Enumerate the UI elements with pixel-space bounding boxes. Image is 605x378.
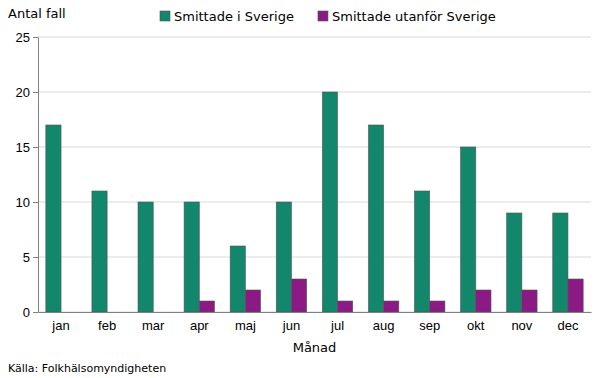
tick: 0 — [23, 305, 38, 320]
y-axis: 0 5 10 15 20 25 — [16, 30, 39, 320]
legend-swatch — [318, 11, 328, 21]
series — [199, 279, 583, 312]
tick: feb — [98, 318, 116, 333]
tick: nov — [511, 318, 532, 333]
legend-item: Smittade i Sverige — [160, 9, 294, 24]
tick-label: nov — [511, 318, 532, 333]
tick: aug — [373, 318, 395, 333]
tick-label: jul — [330, 318, 344, 333]
bar — [291, 279, 306, 312]
tick-label: apr — [190, 318, 209, 333]
source: Källa: Folkhälsomyndigheten — [8, 362, 166, 375]
tick: maj — [235, 318, 256, 333]
tick: jan — [51, 318, 69, 333]
tick-label: sep — [419, 318, 440, 333]
tick-mark — [33, 202, 38, 203]
grid-line — [38, 37, 591, 38]
plot: 0 5 10 15 20 25 jan feb mar apr maj jun jul aug sep okt… — [16, 30, 592, 334]
tick: jul — [330, 318, 344, 333]
bar — [322, 92, 337, 312]
bar — [384, 301, 399, 312]
grid-line — [38, 147, 591, 148]
tick-label: jan — [51, 318, 69, 333]
tick-mark — [33, 37, 38, 38]
bar — [276, 202, 291, 312]
bar — [338, 301, 353, 312]
bar — [461, 147, 476, 312]
bar — [415, 191, 430, 312]
tick: mar — [142, 318, 165, 333]
bar — [61, 312, 76, 313]
y-axis-title: Antal fall — [8, 6, 66, 21]
tick-label: 15 — [16, 140, 30, 155]
axis-line — [39, 312, 592, 313]
tick-label: 5 — [23, 250, 30, 265]
tick-label: 20 — [16, 85, 30, 100]
tick-label: aug — [373, 318, 395, 333]
legend-label: Smittade utanför Sverige — [332, 9, 496, 24]
bar — [245, 290, 260, 312]
legend-swatch — [160, 11, 170, 21]
series — [46, 92, 568, 312]
tick: okt — [467, 318, 485, 333]
grid — [38, 37, 591, 312]
x-axis-title: Månad — [293, 340, 337, 355]
tick-label: dec — [557, 318, 578, 333]
bar — [184, 202, 199, 312]
bar — [476, 290, 491, 312]
tick: sep — [419, 318, 440, 333]
bar — [46, 125, 61, 312]
tick: 10 — [16, 195, 38, 210]
tick: 15 — [16, 140, 38, 155]
bar — [107, 312, 122, 313]
tick-label: jun — [282, 318, 300, 333]
tick-mark — [33, 92, 38, 93]
bars — [46, 92, 583, 312]
tick: jun — [282, 318, 300, 333]
tick-label: 0 — [23, 305, 30, 320]
tick: 5 — [23, 250, 38, 265]
bar — [430, 301, 445, 312]
tick-label: 25 — [16, 30, 30, 45]
tick-label: 10 — [16, 195, 30, 210]
tick-mark — [33, 257, 38, 258]
tick: apr — [190, 318, 209, 333]
tick-mark — [33, 312, 38, 313]
bar — [507, 213, 522, 312]
chart: 0 5 10 15 20 25 jan feb mar apr maj jun jul aug sep okt… — [0, 0, 605, 378]
tick-label: feb — [98, 318, 116, 333]
bar — [368, 125, 383, 312]
grid-line — [38, 92, 591, 93]
bar — [230, 246, 245, 312]
tick-label: mar — [142, 318, 165, 333]
tick-label: okt — [467, 318, 485, 333]
legend: Smittade i Sverige Smittade utanför Sveri… — [160, 9, 496, 24]
legend-item: Smittade utanför Sverige — [318, 9, 496, 24]
bar — [553, 213, 568, 312]
grid-line — [38, 202, 591, 203]
bar — [568, 279, 583, 312]
legend-label: Smittade i Sverige — [174, 9, 294, 24]
axis-line — [38, 38, 39, 313]
x-axis: jan feb mar apr maj jun jul aug sep okt nov dec — [39, 313, 592, 334]
bar — [92, 191, 107, 312]
tick: dec — [557, 318, 578, 333]
tick: 20 — [16, 85, 38, 100]
tick: 25 — [16, 30, 38, 45]
bar — [199, 301, 214, 312]
tick-label: maj — [235, 318, 256, 333]
bar — [138, 202, 153, 312]
tick-mark — [33, 147, 38, 148]
bar — [153, 312, 168, 313]
bar — [522, 290, 537, 312]
